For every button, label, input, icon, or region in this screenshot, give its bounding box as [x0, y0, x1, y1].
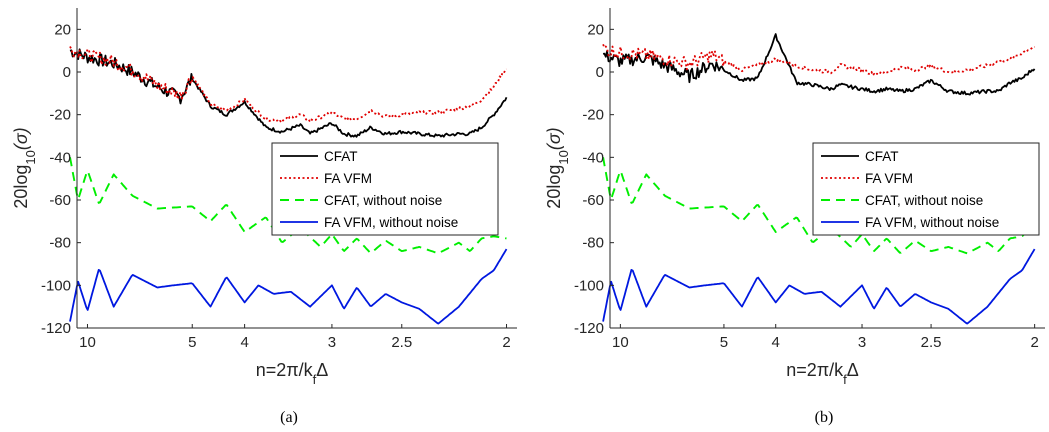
series-line-cfat-without-noise	[69, 157, 507, 255]
y-tick-label: 0	[63, 64, 71, 81]
legend-label: FA VFM, without noise	[865, 215, 999, 230]
y-axis-label: 20log10(σ)	[544, 127, 571, 208]
y-tick-label: 20	[587, 21, 604, 38]
x-tick-label: 5	[188, 334, 196, 351]
panel-caption: (a)	[280, 409, 298, 426]
legend-label: CFAT, without noise	[865, 193, 983, 208]
x-axis-label: n=2π/kfΔ	[256, 360, 329, 387]
y-tick-label: -120	[41, 320, 71, 337]
legend: CFAT FA VFM CFAT, without noise FA VFM, wit…	[812, 142, 1040, 236]
y-tick-label: -120	[574, 320, 604, 337]
chart-panel-2: -120 -100 -80 -60 -40 -20 0 20 10 5 4 3 2.5 2 n=2π/kfΔ…	[544, 8, 1045, 426]
x-tick-label: 5	[720, 334, 728, 351]
x-tick-label: 2	[1030, 334, 1038, 351]
legend-label: CFAT	[865, 149, 899, 164]
legend-box	[271, 142, 499, 236]
x-tick-label: 10	[79, 334, 96, 351]
x-tick-label: 10	[612, 334, 629, 351]
legend-label: FA VFM	[865, 171, 913, 186]
x-tick-label: 4	[240, 334, 248, 351]
legend-box	[812, 142, 1040, 236]
x-tick-label: 2	[502, 334, 510, 351]
x-tick-label: 4	[772, 334, 780, 351]
legend-label: CFAT, without noise	[324, 193, 442, 208]
legend-label: FA VFM	[324, 171, 372, 186]
series-line-fa-vfm	[69, 46, 508, 124]
y-tick-label: -80	[582, 235, 604, 252]
y-tick-label: -100	[41, 277, 71, 294]
x-tick-label: 3	[858, 334, 866, 351]
chart-panel-1: -120 -100 -80 -60 -40 -20 0 20 10 5 4 3 2.5 2 n=2π/kfΔ…	[11, 8, 517, 426]
panel-caption: (b)	[815, 409, 834, 426]
y-tick-label: -60	[49, 192, 71, 209]
series-line-fa-vfm-without-noise	[602, 248, 1036, 325]
x-tick-label: 2.5	[921, 334, 942, 351]
series-line-fa-vfm	[602, 43, 1035, 77]
legend: CFAT FA VFM CFAT, without noise FA VFM, wit…	[271, 142, 499, 236]
series-line-cfat	[602, 33, 1036, 96]
legend-label: FA VFM, without noise	[324, 215, 458, 230]
x-tick-label: 3	[328, 334, 336, 351]
series-line-cfat	[69, 48, 508, 138]
y-tick-label: -100	[574, 277, 604, 294]
y-tick-label: -80	[49, 235, 71, 252]
y-tick-label: -20	[582, 107, 604, 124]
legend-label: CFAT	[324, 149, 358, 164]
y-tick-label: -60	[582, 192, 604, 209]
series-line-fa-vfm-without-noise	[69, 248, 508, 325]
y-tick-label: -20	[49, 107, 71, 124]
x-axis-label: n=2π/kfΔ	[786, 360, 859, 387]
y-axis-label: 20log10(σ)	[11, 127, 38, 208]
y-tick-label: -40	[49, 149, 71, 166]
y-tick-label: 20	[54, 21, 71, 38]
series-line-cfat-without-noise	[602, 157, 1036, 255]
y-tick-label: -40	[582, 149, 604, 166]
y-tick-label: 0	[596, 64, 604, 81]
x-tick-label: 2.5	[391, 334, 412, 351]
